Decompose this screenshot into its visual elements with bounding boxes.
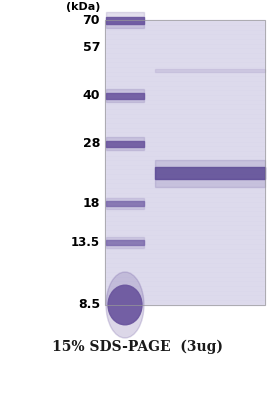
Text: 70: 70 [82, 14, 100, 26]
Text: 15% SDS-PAGE  (3ug): 15% SDS-PAGE (3ug) [52, 340, 223, 354]
Bar [106, 93, 144, 99]
Bar [106, 137, 144, 150]
Bar [106, 16, 144, 24]
Bar [106, 237, 144, 248]
Text: 40: 40 [82, 89, 100, 102]
Ellipse shape [106, 272, 144, 338]
Text: 28: 28 [82, 137, 100, 150]
Bar [106, 198, 144, 209]
Bar [106, 89, 144, 102]
Ellipse shape [108, 285, 142, 325]
Bar [106, 240, 144, 245]
Bar [155, 70, 265, 72]
Bar [155, 168, 265, 180]
Bar [106, 201, 144, 206]
Text: (kDa): (kDa) [66, 2, 100, 12]
Bar [105, 20, 265, 305]
Bar [106, 141, 144, 147]
Text: 57: 57 [82, 41, 100, 54]
Text: 18: 18 [82, 197, 100, 210]
Bar [155, 160, 265, 187]
Text: 13.5: 13.5 [71, 236, 100, 249]
Text: 8.5: 8.5 [78, 298, 100, 312]
Bar [106, 12, 144, 28]
Bar [105, 20, 265, 305]
